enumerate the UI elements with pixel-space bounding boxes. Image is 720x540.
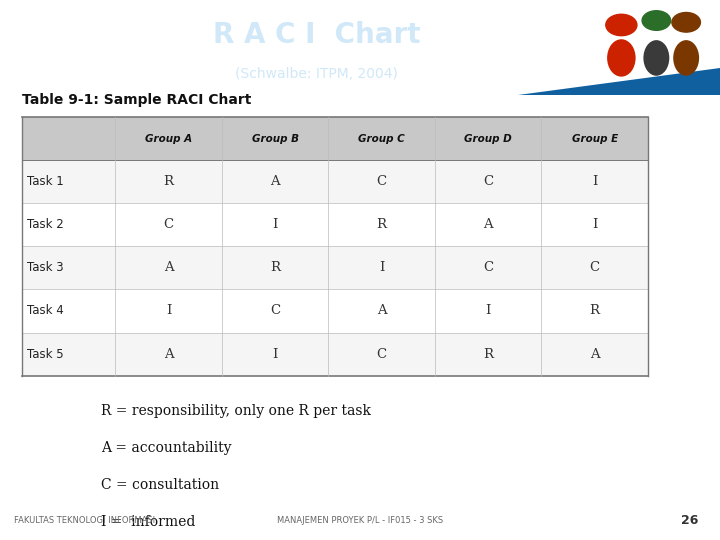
Bar [22, 333, 648, 376]
Text: Group D: Group D [464, 133, 512, 144]
Bar [22, 117, 648, 160]
Bar [22, 289, 648, 333]
Text: Group B: Group B [251, 133, 299, 144]
Text: C: C [483, 175, 493, 188]
Ellipse shape [644, 40, 670, 76]
Text: R: R [377, 218, 387, 231]
Text: Table 9-1: Sample RACI Chart: Table 9-1: Sample RACI Chart [22, 93, 251, 107]
Text: Task 4: Task 4 [27, 305, 63, 318]
Bar [22, 160, 648, 203]
Text: Task 2: Task 2 [27, 218, 63, 231]
Text: Task 3: Task 3 [27, 261, 63, 274]
Text: C: C [590, 261, 600, 274]
Text: 26: 26 [681, 514, 698, 527]
Text: I: I [272, 218, 278, 231]
Text: FAKULTAS TEKNOLOGI INFORMASI: FAKULTAS TEKNOLOGI INFORMASI [14, 516, 156, 525]
Text: Task 1: Task 1 [27, 175, 63, 188]
Circle shape [672, 12, 701, 32]
Text: Group C: Group C [359, 133, 405, 144]
Text: I: I [485, 305, 491, 318]
Text: R: R [163, 175, 174, 188]
Bar [22, 203, 648, 246]
Text: (Schwalbe: ITPM, 2004): (Schwalbe: ITPM, 2004) [235, 67, 398, 80]
Text: I: I [379, 261, 384, 274]
Text: C: C [377, 175, 387, 188]
Text: A: A [163, 261, 174, 274]
Text: R: R [590, 305, 600, 318]
Text: R: R [483, 348, 493, 361]
Text: I: I [592, 175, 598, 188]
Text: Group A: Group A [145, 133, 192, 144]
Text: R: R [270, 261, 280, 274]
Text: A: A [483, 218, 493, 231]
Text: C: C [163, 218, 174, 231]
Bar [22, 246, 648, 289]
Ellipse shape [673, 40, 699, 76]
Text: R A C I  Chart: R A C I Chart [213, 21, 420, 49]
Text: A: A [590, 348, 600, 361]
Text: I =  informed: I = informed [101, 515, 195, 529]
Text: C: C [270, 305, 280, 318]
Text: A: A [163, 348, 174, 361]
Text: I: I [166, 305, 171, 318]
Text: A = accountability: A = accountability [101, 441, 231, 455]
Text: MANAJEMEN PROYEK P/L - IF015 - 3 SKS: MANAJEMEN PROYEK P/L - IF015 - 3 SKS [277, 516, 443, 525]
Text: A: A [270, 175, 280, 188]
Text: Task 5: Task 5 [27, 348, 63, 361]
Text: R = responsibility, only one R per task: R = responsibility, only one R per task [101, 404, 371, 418]
Polygon shape [518, 68, 720, 94]
Text: I: I [272, 348, 278, 361]
Text: C: C [377, 348, 387, 361]
Text: C = consultation: C = consultation [101, 478, 219, 492]
Text: C: C [483, 261, 493, 274]
Circle shape [642, 11, 670, 30]
Ellipse shape [607, 39, 636, 77]
Text: I: I [592, 218, 598, 231]
Text: A: A [377, 305, 387, 318]
Circle shape [606, 14, 637, 36]
Text: Group E: Group E [572, 133, 618, 144]
